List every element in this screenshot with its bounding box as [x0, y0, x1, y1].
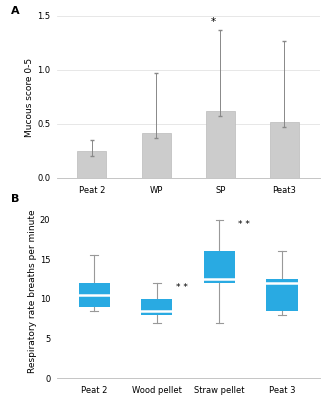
- Text: * *: * *: [175, 283, 187, 292]
- Bar: [141, 299, 172, 315]
- Bar: [79, 283, 110, 307]
- Y-axis label: Respiratory rate breaths per minute: Respiratory rate breaths per minute: [28, 209, 37, 373]
- Y-axis label: Mucous score 0-5: Mucous score 0-5: [25, 58, 34, 136]
- Bar: [78, 151, 106, 178]
- Text: A: A: [11, 6, 19, 16]
- Text: B: B: [11, 194, 19, 204]
- Text: *: *: [210, 17, 216, 27]
- Bar: [266, 279, 298, 311]
- Bar: [142, 133, 170, 178]
- Bar: [270, 122, 299, 178]
- Bar: [206, 111, 235, 178]
- Bar: [204, 252, 235, 283]
- Text: * *: * *: [238, 220, 250, 229]
